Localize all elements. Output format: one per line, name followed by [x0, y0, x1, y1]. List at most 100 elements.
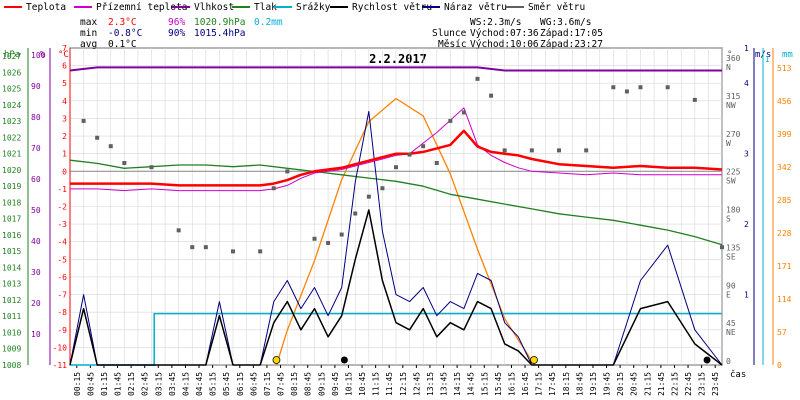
mm-tick-label: 1 [765, 55, 770, 64]
rad-tick-label: 171 [777, 262, 792, 271]
stats-min-hum: 90% [168, 28, 185, 39]
axis-hpa-label: hPa [4, 50, 20, 60]
x-tick-label: 10:15 [344, 372, 353, 396]
x-tick-label: 07:15 [263, 372, 272, 396]
x-tick-label: 21:45 [657, 372, 666, 396]
wind-speed-info: WS:2.3m/s [470, 17, 521, 28]
wind-dir-point [489, 93, 494, 98]
moon-set: Západ:23:27 [540, 39, 603, 50]
x-tick-label: 15:45 [494, 372, 503, 396]
temp-tick-label: -1 [57, 185, 67, 194]
hpa-tick-label: 1025 [2, 85, 21, 94]
pct-tick-label: 50 [31, 206, 41, 215]
temp-tick-label: -11 [53, 361, 68, 370]
stats-max-label: max [80, 17, 97, 28]
wind-dir-point [584, 148, 589, 153]
rad-tick-label: 342 [777, 163, 792, 172]
plot-area: 1027102610251024102310221021102010191018… [2, 44, 792, 396]
wind-dir-point [231, 249, 235, 254]
wind-dir-point [407, 152, 412, 157]
pct-tick-label: 70 [31, 144, 41, 153]
dir-cardinal-label: SW [726, 177, 736, 186]
wind-dir-point [258, 249, 263, 254]
rad-tick-label: 0 [777, 361, 782, 370]
series-radiation-line [275, 97, 536, 366]
temp-tick-label: 6 [62, 62, 67, 71]
x-tick-label: 16:45 [521, 372, 530, 396]
hpa-tick-label: 1014 [2, 263, 21, 272]
hpa-tick-label: 1023 [2, 117, 21, 126]
stats-min-label: min [80, 28, 97, 39]
x-tick-label: 13:45 [440, 372, 449, 396]
x-tick-label: 23:15 [698, 372, 707, 396]
dir-cardinal-label: E [726, 290, 731, 299]
x-tick-label: 04:45 [195, 372, 204, 396]
wind-dir-point [692, 97, 697, 102]
rad-tick-label: 57 [777, 328, 787, 337]
wind-dir-point [366, 194, 371, 199]
rad-tick-label: 114 [777, 295, 792, 304]
dir-tick-label: 360 [726, 54, 741, 63]
axis-pct-label: % [40, 50, 46, 60]
hpa-tick-label: 1027 [2, 52, 21, 61]
legend-smer-vetru: Směr větru [528, 2, 585, 13]
x-tick-label: 07:45 [277, 372, 286, 396]
series-vlhkost-line [69, 66, 722, 72]
sun-rise: Východ:07:36 [470, 28, 539, 39]
wind-dir-point [149, 165, 154, 170]
temp-tick-label: 5 [62, 79, 67, 88]
x-tick-label: 20:45 [630, 372, 639, 396]
ms-tick-label: 3 [744, 150, 749, 159]
legend-teplota: Teplota [26, 2, 66, 13]
legend-tlak: Tlak [254, 2, 277, 13]
hpa-tick-label: 1022 [2, 133, 21, 142]
temp-tick-label: 3 [62, 114, 67, 123]
dir-tick-label: 315 [726, 92, 741, 101]
hpa-tick-label: 1019 [2, 182, 21, 191]
sun-label: Slunce [432, 28, 467, 39]
temp-tick-label: -5 [57, 255, 67, 264]
wind-dir-point [176, 228, 181, 233]
stats-avg-temp: 0.1°C [108, 39, 137, 50]
series-tlak-line [69, 159, 723, 246]
temp-tick-label: -6 [57, 273, 67, 282]
x-axis: 00:15 00:45 01:15 01:45 02:15 02:45 03:15 03:45… [73, 365, 720, 396]
wind-dir-point [557, 148, 561, 153]
wind-dir-point [190, 245, 195, 250]
x-tick-label: 12:15 [399, 372, 408, 396]
hpa-tick-label: 1018 [2, 198, 21, 207]
x-tick-label: 01:15 [100, 372, 109, 396]
legend: Teplota Přízemní teplota Vlhkost Tlak Sr… [4, 2, 585, 13]
wind-dir-point [502, 148, 507, 153]
x-tick-label: 08:45 [304, 372, 313, 396]
sun-moon-info: WS:2.3m/s WG:3.6m/s Slunce Východ:07:36 … [432, 17, 603, 50]
x-tick-label: 02:15 [127, 372, 136, 396]
ms-tick-label: 4 [744, 79, 749, 88]
stats: max 2.3°C 96% 1020.9hPa 0.2mm min -0.8°C… [80, 17, 283, 50]
wind-gust-info: WG:3.6m/s [540, 17, 591, 28]
dir-tick-label: 90 [726, 281, 736, 290]
x-tick-label: 09:45 [331, 372, 340, 396]
x-tick-label: 18:45 [575, 372, 584, 396]
hpa-tick-label: 1015 [2, 247, 21, 256]
ms-tick-label: 1 [744, 44, 749, 53]
wind-dir-point [122, 161, 127, 165]
axis-mm-label: mm [782, 50, 793, 60]
x-tick-label: 00:45 [86, 372, 95, 396]
temp-tick-label: 4 [62, 97, 67, 106]
dir-tick-label: 180 [726, 206, 741, 215]
stats-min-press: 1015.4hPa [194, 28, 245, 39]
temp-tick-label: -10 [53, 343, 68, 352]
wind-dir-point [665, 85, 670, 90]
x-tick-label: 17:15 [535, 372, 544, 396]
pct-tick-label: 90 [31, 82, 41, 91]
temp-tick-label: -8 [57, 308, 67, 317]
dir-cardinal-label: SE [726, 252, 736, 261]
wind-dir-point [529, 148, 534, 153]
stats-max-hum: 96% [168, 17, 185, 28]
temp-tick-label: 1 [62, 150, 67, 159]
rad-tick-label: 399 [777, 130, 792, 139]
wind-dir-point [638, 85, 643, 90]
